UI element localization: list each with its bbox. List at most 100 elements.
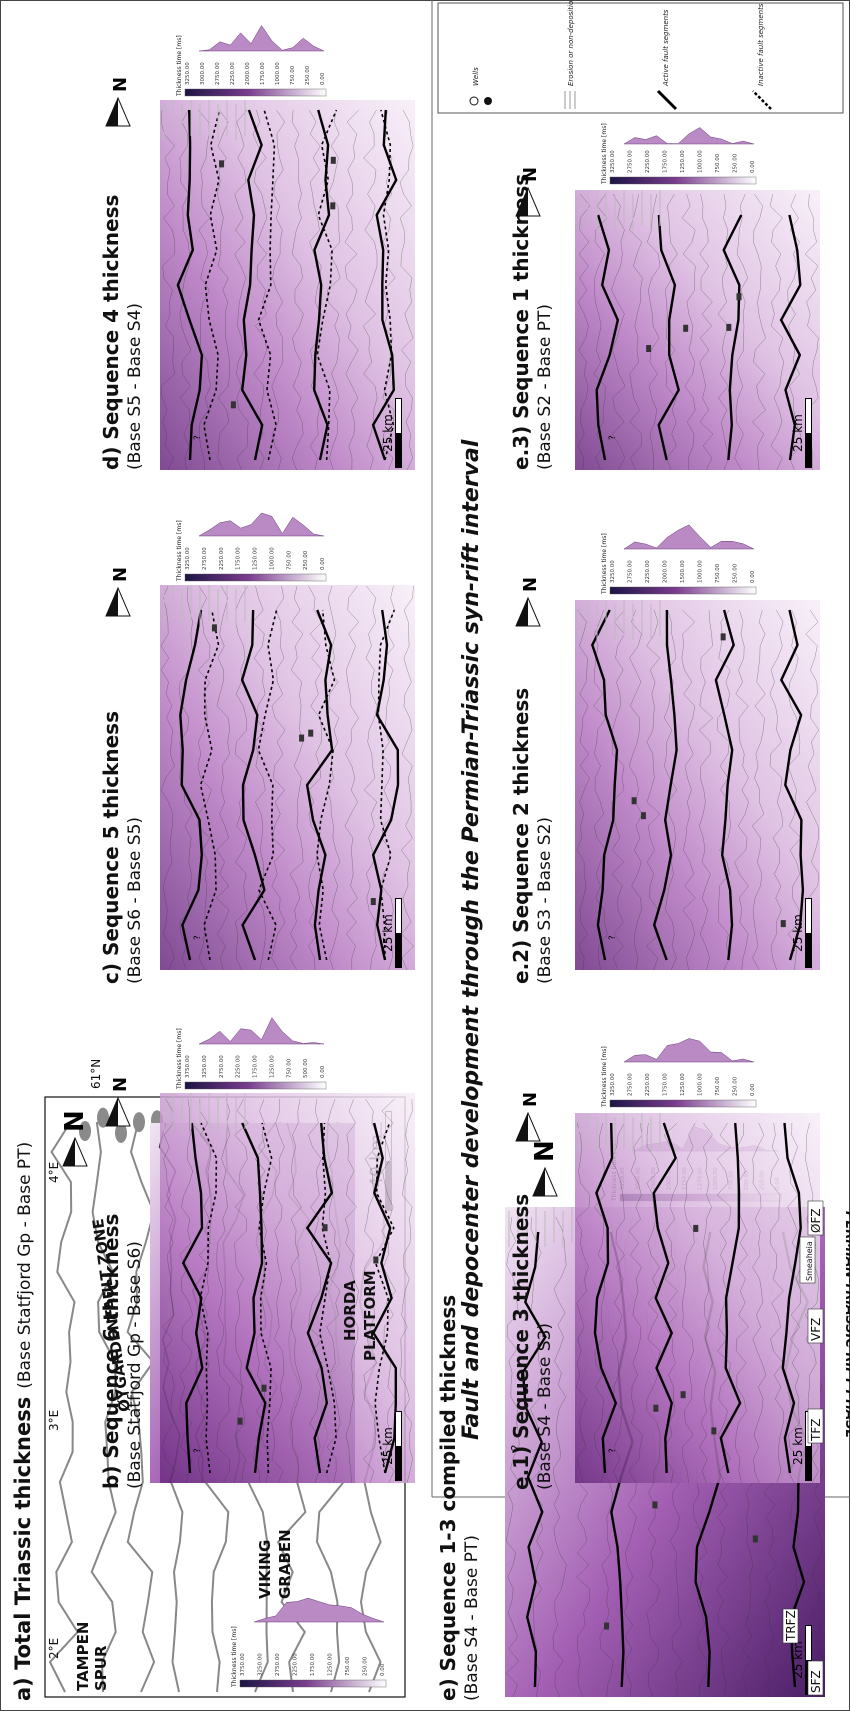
rotated-layout: a) Total Triassic thickness (Base Statfjo… [11, 0, 850, 1701]
colorbar-title: Thickness time [ms] [176, 35, 183, 97]
colorbar-label: 3000.00 [200, 62, 206, 85]
scale-label: 25 km [381, 414, 395, 452]
colorbar-label: 250.00 [303, 550, 309, 570]
panel-subtitle: (Base S4 - Base PT) [462, 1535, 482, 1701]
fault-tick [652, 1501, 657, 1508]
uncertain-label: ? [193, 435, 203, 440]
colorbar-label: 2750.00 [275, 1653, 281, 1676]
colorbar-title: Thickness time [ms] [601, 533, 608, 595]
histogram [199, 1018, 324, 1044]
colorbar-label: 750.00 [715, 153, 721, 173]
fault-tick [261, 1385, 266, 1392]
colorbar-label: 3250.00 [610, 560, 616, 583]
colorbar-label: 0.00 [380, 1663, 386, 1676]
colorbar-label: 2000.00 [245, 62, 251, 85]
figure: a) Total Triassic thickness (Base Statfjo… [0, 0, 850, 1711]
thickness-map [575, 600, 820, 970]
colorbar-ramp [610, 1100, 756, 1107]
histogram [624, 525, 754, 549]
histogram [624, 128, 754, 145]
colorbar-label: 1750.00 [310, 1653, 316, 1676]
colorbar-label: 2250.00 [645, 150, 651, 173]
map-label: GRABEN [276, 1529, 294, 1599]
colorbar-label: 0.00 [750, 1083, 756, 1096]
colorbar-label: 2750.00 [628, 560, 634, 583]
fault-tick [641, 812, 646, 819]
thickness-map [575, 1113, 820, 1483]
colorbar-label: 0.00 [320, 557, 326, 570]
colorbar-label: 1750.00 [253, 1055, 259, 1078]
colorbar-label: 2750.00 [219, 1055, 225, 1078]
colorbar-label: 250.00 [733, 1076, 739, 1096]
panel-subtitle: (Base S2 - Base PT) [535, 304, 555, 470]
legend-label: Inactive fault segments [757, 3, 765, 86]
map-label: HORDA [341, 1280, 359, 1341]
colorbar-label: 3750.00 [240, 1653, 246, 1676]
north-label: N [60, 1110, 90, 1132]
fault-tick [231, 401, 236, 408]
colorbar-label: 0.00 [750, 570, 756, 583]
fault-tick [632, 797, 637, 804]
map-label: 4°E [47, 1162, 61, 1183]
fault-tick [653, 1405, 658, 1412]
colorbar-title: Thickness time [ms] [231, 1626, 238, 1688]
well-icon [470, 97, 478, 105]
panel-title: e.2) Sequence 2 thickness [509, 688, 533, 984]
colorbar-label: 1250.00 [253, 547, 259, 570]
colorbar-ramp [610, 177, 756, 184]
fault-tick [331, 157, 336, 164]
colorbar-label: 3250.00 [202, 1055, 208, 1078]
colorbar-label: 750.00 [345, 1656, 351, 1676]
map-label: TAMPEN [74, 1622, 92, 1691]
scale-label: 25 km [381, 1427, 395, 1465]
colorbar-label: 2750.00 [628, 1073, 634, 1096]
north-label: N [110, 567, 131, 582]
land-patch [133, 1112, 145, 1132]
histogram [199, 26, 324, 52]
fault-tick [330, 202, 335, 209]
title-text: a) Total Triassic thickness [11, 1397, 35, 1701]
colorbar-label: 2250.00 [293, 1653, 299, 1676]
colorbar-label: 250.00 [363, 1656, 369, 1676]
colorbar-label: 1750.00 [236, 547, 242, 570]
colorbar-title: Thickness time [ms] [601, 1046, 608, 1108]
fault-tick [219, 160, 224, 167]
map-label: 3°E [47, 1410, 61, 1431]
panel-title: d) Sequence 4 thickness [99, 195, 123, 470]
colorbar-label: 1000.00 [698, 1073, 704, 1096]
colorbar-label: 1000.00 [275, 62, 281, 85]
north-label: N [520, 577, 541, 592]
scale-bar-half [396, 1412, 401, 1446]
colorbar-label: 1250.00 [328, 1653, 334, 1676]
panel-subtitle: (Base Statfjord Gp - Base S6) [125, 1241, 145, 1489]
uncertain-label: ? [608, 935, 618, 940]
map-label: VIKING [256, 1540, 274, 1599]
colorbar-label: 1250.00 [680, 1073, 686, 1096]
thickness-map [160, 100, 415, 470]
colorbar-label: 2750.00 [628, 150, 634, 173]
colorbar-label: 750.00 [715, 1076, 721, 1096]
fault-tick [726, 324, 731, 331]
uncertain-label: ? [193, 1448, 203, 1453]
fault-tick [711, 1427, 716, 1434]
fault-tick [736, 293, 741, 300]
colorbar-label: 2250.00 [645, 1073, 651, 1096]
panel-title: e.3) Sequence 1 thickness [509, 174, 533, 470]
colorbar-label: 1000.00 [698, 560, 704, 583]
fault-tick [299, 735, 304, 742]
fault-zone-label: TRFZ [784, 1610, 798, 1642]
colorbar-label: 2250.00 [645, 560, 651, 583]
colorbar-label: 1000.00 [269, 547, 275, 570]
colorbar-label: 1250.00 [680, 150, 686, 173]
colorbar-label: 1000.00 [698, 150, 704, 173]
north-label: N [110, 77, 131, 92]
map-label: PLATFORM [361, 1270, 379, 1361]
fault-tick [238, 1418, 243, 1425]
fault-tick [371, 898, 376, 905]
well-icon-dry [484, 97, 492, 105]
colorbar-label: 0.00 [320, 72, 326, 85]
colorbar-label: 2000.00 [663, 560, 669, 583]
colorbar-title: Thickness time [ms] [176, 1028, 183, 1090]
colorbar-title: Thickness time [ms] [176, 520, 183, 582]
thickness-map [160, 585, 415, 970]
